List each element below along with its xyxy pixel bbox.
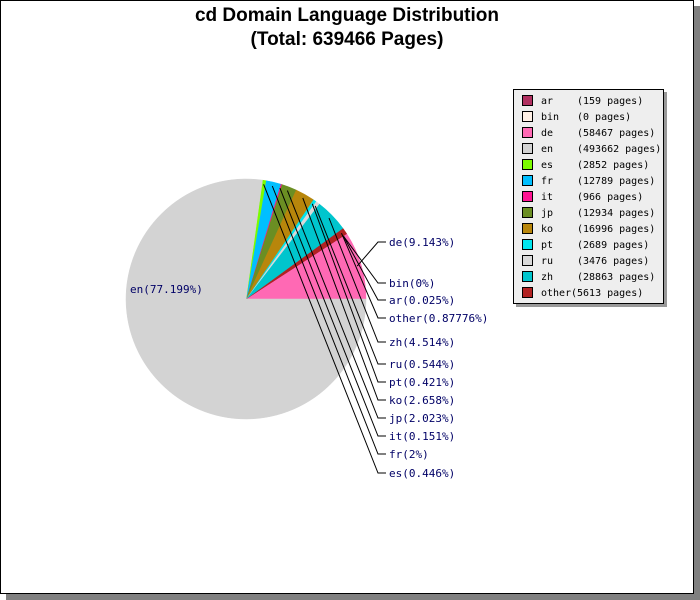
- leader-line-ko: [302, 197, 386, 401]
- legend-pages: (493662 pages): [577, 144, 662, 155]
- legend-pages: (16996 pages): [577, 224, 656, 235]
- legend-item-it: it (966 pages): [522, 190, 643, 206]
- slice-label-zh: zh(4.514%): [389, 336, 455, 349]
- legend-swatch-other: [522, 286, 533, 298]
- legend-item-zh: zh (28863 pages): [522, 270, 655, 286]
- leader-line-ar: [342, 235, 386, 301]
- legend-swatch-ko: [522, 222, 533, 234]
- legend-swatch-en: [522, 142, 533, 154]
- legend-item-bin: bin (0 pages): [522, 110, 631, 126]
- legend-pages: (3476 pages): [577, 256, 650, 267]
- legend-swatch-pt: [522, 238, 533, 250]
- legend-item-es: es (2852 pages): [522, 158, 649, 174]
- legend-pages: (159 pages): [577, 96, 644, 107]
- legend-name: zh: [541, 272, 554, 283]
- legend-name: ar: [541, 96, 554, 107]
- legend-swatch-jp: [522, 206, 533, 218]
- slice-label-de: de(9.143%): [389, 236, 455, 249]
- leader-line-zh: [328, 217, 386, 343]
- legend-name: jp: [541, 208, 554, 219]
- legend-item-jp: jp (12934 pages): [522, 206, 655, 222]
- legend-name: ko: [541, 224, 554, 235]
- leader-line-it: [279, 187, 386, 437]
- slice-label-bin: bin(0%): [389, 277, 435, 290]
- legend-item-ar: ar (159 pages): [522, 94, 643, 110]
- legend-swatch-ar: [522, 94, 533, 106]
- leader-line-pt: [311, 203, 386, 383]
- legend-pages: (2689 pages): [577, 240, 650, 251]
- slice-label-other: other(0.87776%): [389, 312, 488, 325]
- legend-item-other: other(5613 pages): [522, 286, 643, 302]
- legend-name: it: [541, 192, 554, 203]
- slice-label-pt: pt(0.421%): [389, 376, 455, 389]
- slice-label-en: en(77.199%): [130, 283, 203, 296]
- leader-line-es: [263, 184, 386, 474]
- legend-pages: (28863 pages): [577, 272, 656, 283]
- legend-name: pt: [541, 240, 554, 251]
- legend-name: other: [541, 288, 572, 299]
- legend-swatch-es: [522, 158, 533, 170]
- legend-name: ru: [541, 256, 554, 267]
- leader-line-de: [356, 241, 386, 267]
- slice-label-ru: ru(0.544%): [389, 358, 455, 371]
- legend-name: de: [541, 128, 554, 139]
- leader-line-other: [341, 233, 386, 319]
- pie-labels: de(9.143%) bin(0%) ar(0.025%) other(0.87776…: [130, 236, 488, 480]
- leader-line-jp: [286, 190, 386, 419]
- legend-pages: (5613 pages): [571, 288, 644, 299]
- chart-title-block: cd Domain Language Distribution (Total: …: [1, 4, 693, 52]
- legend-pages: (966 pages): [577, 192, 644, 203]
- legend: ar (159 pages) bin (0 pages) de (58467 pages)…: [513, 89, 664, 304]
- legend-swatch-fr: [522, 174, 533, 186]
- legend-item-pt: pt (2689 pages): [522, 238, 649, 254]
- pie-leader-lines: [263, 184, 386, 474]
- legend-name: en: [541, 144, 554, 155]
- legend-swatch-it: [522, 190, 533, 202]
- legend-item-de: de (58467 pages): [522, 126, 655, 142]
- legend-swatch-ru: [522, 254, 533, 266]
- slice-label-ar: ar(0.025%): [389, 294, 455, 307]
- legend-item-en: en (493662 pages): [522, 142, 661, 158]
- legend-pages: (58467 pages): [577, 128, 656, 139]
- legend-pages: (12789 pages): [577, 176, 656, 187]
- leader-line-fr: [271, 185, 386, 455]
- legend-item-ru: ru (3476 pages): [522, 254, 649, 270]
- slice-label-es: es(0.446%): [389, 467, 455, 480]
- legend-item-fr: fr (12789 pages): [522, 174, 655, 190]
- legend-name: fr: [541, 176, 554, 187]
- legend-item-ko: ko (16996 pages): [522, 222, 655, 238]
- legend-swatch-zh: [522, 270, 533, 282]
- chart-title: cd Domain Language Distribution: [194, 5, 499, 26]
- legend-name: bin: [541, 112, 560, 123]
- slice-label-it: it(0.151%): [389, 430, 455, 443]
- legend-swatch-bin: [522, 110, 533, 122]
- slice-label-fr: fr(2%): [389, 448, 429, 461]
- leader-line-bin: [342, 235, 386, 284]
- leader-line-ru: [314, 205, 386, 365]
- legend-pages: (2852 pages): [577, 160, 650, 171]
- legend-pages: (0 pages): [577, 112, 632, 123]
- legend-pages: (12934 pages): [577, 208, 656, 219]
- chart-subtitle: (Total: 639466 Pages): [250, 29, 444, 50]
- pie-slices: [125, 178, 367, 420]
- slice-label-jp: jp(2.023%): [389, 412, 455, 425]
- slice-label-ko: ko(2.658%): [389, 394, 455, 407]
- legend-name: es: [541, 160, 554, 171]
- pie-slice-en: [125, 178, 367, 420]
- legend-swatch-de: [522, 126, 533, 138]
